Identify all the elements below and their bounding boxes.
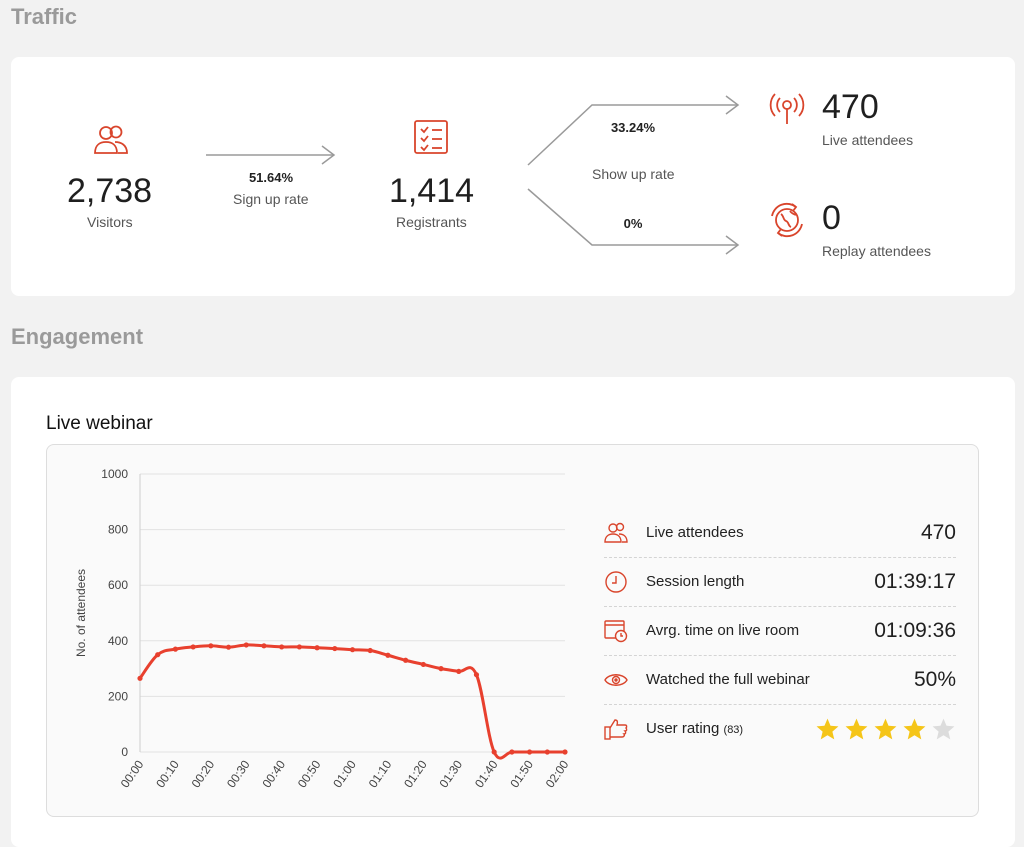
rating-stars (815, 717, 956, 742)
signup-arrow (206, 145, 336, 165)
data-point (509, 749, 515, 755)
x-tick-label: 01:40 (472, 757, 501, 790)
show-up-live-value: 33.24% (610, 120, 656, 135)
visitors-count: 2,738 (67, 172, 153, 210)
stat-session-length: Session length 01:39:17 (604, 558, 956, 607)
x-tick-label: 00:30 (224, 757, 253, 790)
x-tick-label: 01:00 (330, 757, 359, 790)
y-tick-label: 400 (108, 634, 128, 648)
registrants-label: Registrants (396, 214, 467, 230)
stat-session-length-value: 01:39:17 (874, 570, 956, 593)
traffic-card: 2,738 Visitors 51.64% Sign up rate 1,414… (11, 57, 1015, 296)
star-filled-icon (845, 718, 868, 740)
split-arrows (527, 95, 740, 255)
y-axis-label: No. of attendees (74, 569, 88, 657)
user-rating-count: (83) (723, 724, 744, 736)
attendees-icon (604, 522, 628, 543)
stat-live-attendees-value: 470 (920, 521, 956, 544)
y-tick-label: 800 (108, 523, 128, 537)
y-tick-label: 600 (108, 578, 128, 592)
x-tick-label: 02:00 (543, 757, 572, 790)
calendar-clock-icon (604, 620, 628, 643)
data-point (473, 672, 480, 678)
engagement-card: Live webinar 0 200 400 600 800 1000 No. of att… (11, 377, 1015, 847)
data-point (420, 661, 426, 668)
x-tick-label: 00:00 (118, 757, 147, 790)
star-filled-icon (816, 718, 839, 740)
data-point (403, 657, 409, 663)
x-tick-label: 01:20 (401, 757, 430, 790)
signup-rate-value: 51.64% (248, 170, 294, 185)
checklist-icon (414, 120, 448, 154)
data-point (349, 647, 356, 653)
data-point (155, 652, 161, 658)
data-point (385, 652, 391, 658)
x-tick-label: 01:50 (507, 757, 536, 790)
y-tick-label: 0 (121, 745, 128, 759)
visitors-label: Visitors (87, 214, 133, 230)
broadcast-icon (769, 93, 805, 124)
show-up-replay-value: 0% (623, 216, 643, 231)
data-point (314, 645, 320, 651)
visitors-icon (94, 125, 128, 154)
data-point (456, 668, 462, 674)
data-point (332, 645, 338, 652)
data-point (225, 644, 232, 650)
star-filled-icon (903, 718, 926, 740)
traffic-title: Traffic (11, 4, 78, 29)
data-point (562, 749, 568, 755)
data-point (491, 749, 497, 755)
data-point (296, 644, 302, 650)
stat-watched-full-value: 50% (913, 668, 956, 691)
x-tick-label: 00:20 (189, 757, 218, 790)
data-point (243, 642, 249, 648)
x-tick-label: 00:10 (153, 757, 182, 790)
stat-session-length-label: Session length (646, 573, 745, 590)
data-point (544, 749, 550, 755)
data-point (190, 644, 196, 650)
y-tick-label: 1000 (101, 467, 128, 481)
thumbs-up-icon (604, 719, 628, 740)
live-webinar-title: Live webinar (46, 413, 153, 434)
user-rating-text: User rating (646, 720, 720, 737)
live-attendees-count: 470 (822, 88, 879, 126)
clock-icon (605, 571, 627, 593)
stat-avg-time-label: Avrg. time on live room (646, 622, 800, 639)
replay-attendees-label: Replay attendees (822, 243, 931, 259)
signup-rate-label: Sign up rate (233, 191, 309, 207)
stat-live-attendees-label: Live attendees (646, 524, 744, 541)
data-point (526, 749, 533, 755)
replay-attendees-count: 0 (822, 199, 841, 237)
stat-live-attendees: Live attendees 470 (604, 509, 956, 558)
x-tick-label: 00:50 (295, 757, 324, 790)
series-line (138, 643, 565, 760)
stat-avg-time: Avrg. time on live room 01:09:36 (604, 607, 956, 656)
y-tick-label: 200 (108, 689, 128, 703)
x-tick-label: 00:40 (259, 757, 288, 790)
engagement-title: Engagement (11, 324, 144, 349)
stat-user-rating-label: User rating (83) (646, 720, 743, 737)
replay-globe-icon (771, 202, 803, 238)
data-point (208, 643, 214, 649)
live-attendees-label: Live attendees (822, 132, 914, 148)
x-tick-label: 01:30 (437, 757, 466, 790)
stat-watched-full-label: Watched the full webinar (646, 671, 810, 688)
data-point (367, 647, 373, 654)
eye-icon (604, 674, 628, 686)
data-point (279, 644, 285, 650)
registrants-count: 1,414 (389, 172, 475, 210)
data-point (261, 643, 267, 649)
stat-user-rating: User rating (83) (604, 705, 956, 753)
data-point (172, 646, 179, 652)
data-point (438, 666, 444, 672)
show-up-label: Show up rate (592, 166, 675, 182)
live-webinar-panel: 0 200 400 600 800 1000 No. of attendees 00:00 00… (46, 444, 979, 817)
data-point (137, 675, 143, 681)
star-filled-icon (874, 718, 897, 740)
x-tick-label: 01:10 (366, 757, 395, 790)
stat-watched-full: Watched the full webinar 50% (604, 656, 956, 705)
stat-avg-time-value: 01:09:36 (874, 619, 956, 642)
star-empty-icon (932, 718, 955, 740)
